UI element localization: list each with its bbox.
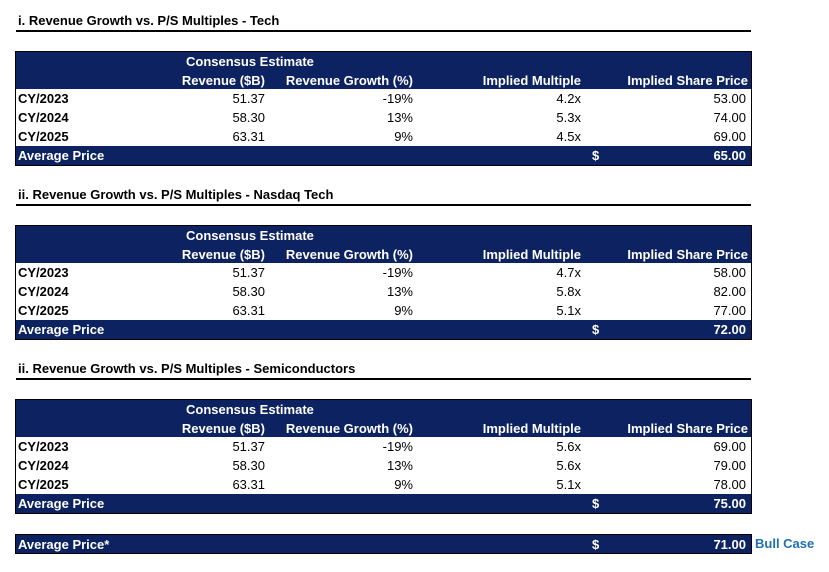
- header-consensus-estimate: Consensus Estimate: [186, 228, 314, 243]
- row-label: CY/2025: [18, 303, 69, 318]
- header-revenue: Revenue ($B): [181, 421, 265, 436]
- currency-symbol: $: [592, 148, 600, 163]
- cell-revenue: 63.31: [232, 477, 265, 492]
- cell-growth: 13%: [386, 110, 413, 125]
- cell-price: 78.00: [713, 477, 746, 492]
- bull-case-note: Bull Case: [755, 536, 815, 551]
- cell-growth: 13%: [386, 458, 413, 473]
- cell-growth: 9%: [394, 303, 413, 318]
- table-header: Consensus Estimate Revenue ($B) Revenue …: [16, 226, 751, 263]
- header-revenue-growth: Revenue Growth (%): [285, 247, 413, 262]
- cell-price: 79.00: [713, 458, 746, 473]
- section-title-nasdaq-tech: ii. Revenue Growth vs. P/S Multiples - N…: [16, 186, 751, 206]
- cell-growth: 9%: [394, 129, 413, 144]
- header-revenue: Revenue ($B): [181, 247, 265, 262]
- cell-revenue: 51.37: [232, 439, 265, 454]
- table-row: CY/2025 63.31 9% 4.5x 69.00: [16, 127, 751, 146]
- row-label: CY/2024: [18, 458, 69, 473]
- section-title-semiconductors: ii. Revenue Growth vs. P/S Multiples - S…: [16, 360, 751, 380]
- header-revenue: Revenue ($B): [181, 73, 265, 88]
- cell-revenue: 63.31: [232, 303, 265, 318]
- cell-growth: 9%: [394, 477, 413, 492]
- row-label: CY/2024: [18, 284, 69, 299]
- header-consensus-estimate: Consensus Estimate: [186, 54, 314, 69]
- cell-revenue: 58.30: [232, 284, 265, 299]
- cell-revenue: 63.31: [232, 129, 265, 144]
- cell-revenue: 51.37: [232, 91, 265, 106]
- average-price-label: Average Price: [18, 496, 105, 511]
- header-implied-multiple: Implied Multiple: [482, 73, 581, 88]
- cell-revenue: 51.37: [232, 265, 265, 280]
- table-row: CY/2023 51.37 -19% 5.6x 69.00: [16, 437, 751, 456]
- cell-price: 69.00: [713, 439, 746, 454]
- average-price-value: 72.00: [713, 322, 746, 337]
- table-row: CY/2024 58.30 13% 5.8x 82.00: [16, 282, 751, 301]
- cell-multiple: 5.3x: [556, 110, 581, 125]
- average-price-label: Average Price: [18, 322, 105, 337]
- cell-multiple: 5.6x: [556, 439, 581, 454]
- average-price-label: Average Price: [18, 148, 105, 163]
- final-average-value: 71.00: [713, 537, 746, 552]
- cell-multiple: 4.5x: [556, 129, 581, 144]
- table-header: Consensus Estimate Revenue ($B) Revenue …: [16, 52, 751, 89]
- row-label: CY/2023: [18, 265, 69, 280]
- table-semiconductors: Consensus Estimate Revenue ($B) Revenue …: [15, 399, 752, 514]
- cell-growth: 13%: [386, 284, 413, 299]
- row-label: CY/2025: [18, 477, 69, 492]
- cell-multiple: 4.2x: [556, 91, 581, 106]
- row-label: CY/2023: [18, 439, 69, 454]
- table-tech: Consensus Estimate Revenue ($B) Revenue …: [15, 51, 752, 166]
- table-row: CY/2023 51.37 -19% 4.7x 58.00: [16, 263, 751, 282]
- cell-revenue: 58.30: [232, 110, 265, 125]
- table-row: CY/2023 51.37 -19% 4.2x 53.00: [16, 89, 751, 108]
- cell-price: 69.00: [713, 129, 746, 144]
- header-revenue-growth: Revenue Growth (%): [285, 421, 413, 436]
- row-label: CY/2025: [18, 129, 69, 144]
- row-label: CY/2024: [18, 110, 69, 125]
- cell-growth: -19%: [382, 439, 413, 454]
- currency-symbol: $: [592, 537, 600, 552]
- cell-price: 58.00: [713, 265, 746, 280]
- table-row: CY/2024 58.30 13% 5.6x 79.00: [16, 456, 751, 475]
- table-row: CY/2025 63.31 9% 5.1x 77.00: [16, 301, 751, 320]
- section-title-tech: i. Revenue Growth vs. P/S Multiples - Te…: [16, 12, 751, 32]
- cell-revenue: 58.30: [232, 458, 265, 473]
- average-price-value: 65.00: [713, 148, 746, 163]
- table-nasdaq-tech: Consensus Estimate Revenue ($B) Revenue …: [15, 225, 752, 340]
- currency-symbol: $: [592, 322, 600, 337]
- cell-growth: -19%: [382, 91, 413, 106]
- cell-multiple: 5.1x: [556, 303, 581, 318]
- cell-multiple: 5.6x: [556, 458, 581, 473]
- final-average-label: Average Price*: [18, 537, 110, 552]
- header-implied-multiple: Implied Multiple: [482, 421, 581, 436]
- cell-multiple: 5.1x: [556, 477, 581, 492]
- cell-price: 77.00: [713, 303, 746, 318]
- currency-symbol: $: [592, 496, 600, 511]
- table-row: CY/2024 58.30 13% 5.3x 74.00: [16, 108, 751, 127]
- cell-price: 74.00: [713, 110, 746, 125]
- table-header: Consensus Estimate Revenue ($B) Revenue …: [16, 400, 751, 437]
- cell-price: 82.00: [713, 284, 746, 299]
- average-price-row: Average Price $ 72.00: [16, 320, 751, 339]
- average-price-row: Average Price $ 65.00: [16, 146, 751, 165]
- header-consensus-estimate: Consensus Estimate: [186, 402, 314, 417]
- average-price-value: 75.00: [713, 496, 746, 511]
- header-implied-share-price: Implied Share Price: [627, 421, 748, 436]
- cell-growth: -19%: [382, 265, 413, 280]
- average-price-row: Average Price $ 75.00: [16, 494, 751, 513]
- header-revenue-growth: Revenue Growth (%): [285, 73, 413, 88]
- header-implied-share-price: Implied Share Price: [627, 247, 748, 262]
- header-implied-share-price: Implied Share Price: [627, 73, 748, 88]
- cell-multiple: 5.8x: [556, 284, 581, 299]
- cell-multiple: 4.7x: [556, 265, 581, 280]
- row-label: CY/2023: [18, 91, 69, 106]
- cell-price: 53.00: [713, 91, 746, 106]
- table-row: CY/2025 63.31 9% 5.1x 78.00: [16, 475, 751, 494]
- header-implied-multiple: Implied Multiple: [482, 247, 581, 262]
- final-average-price-row: Average Price* $ 71.00: [15, 534, 752, 554]
